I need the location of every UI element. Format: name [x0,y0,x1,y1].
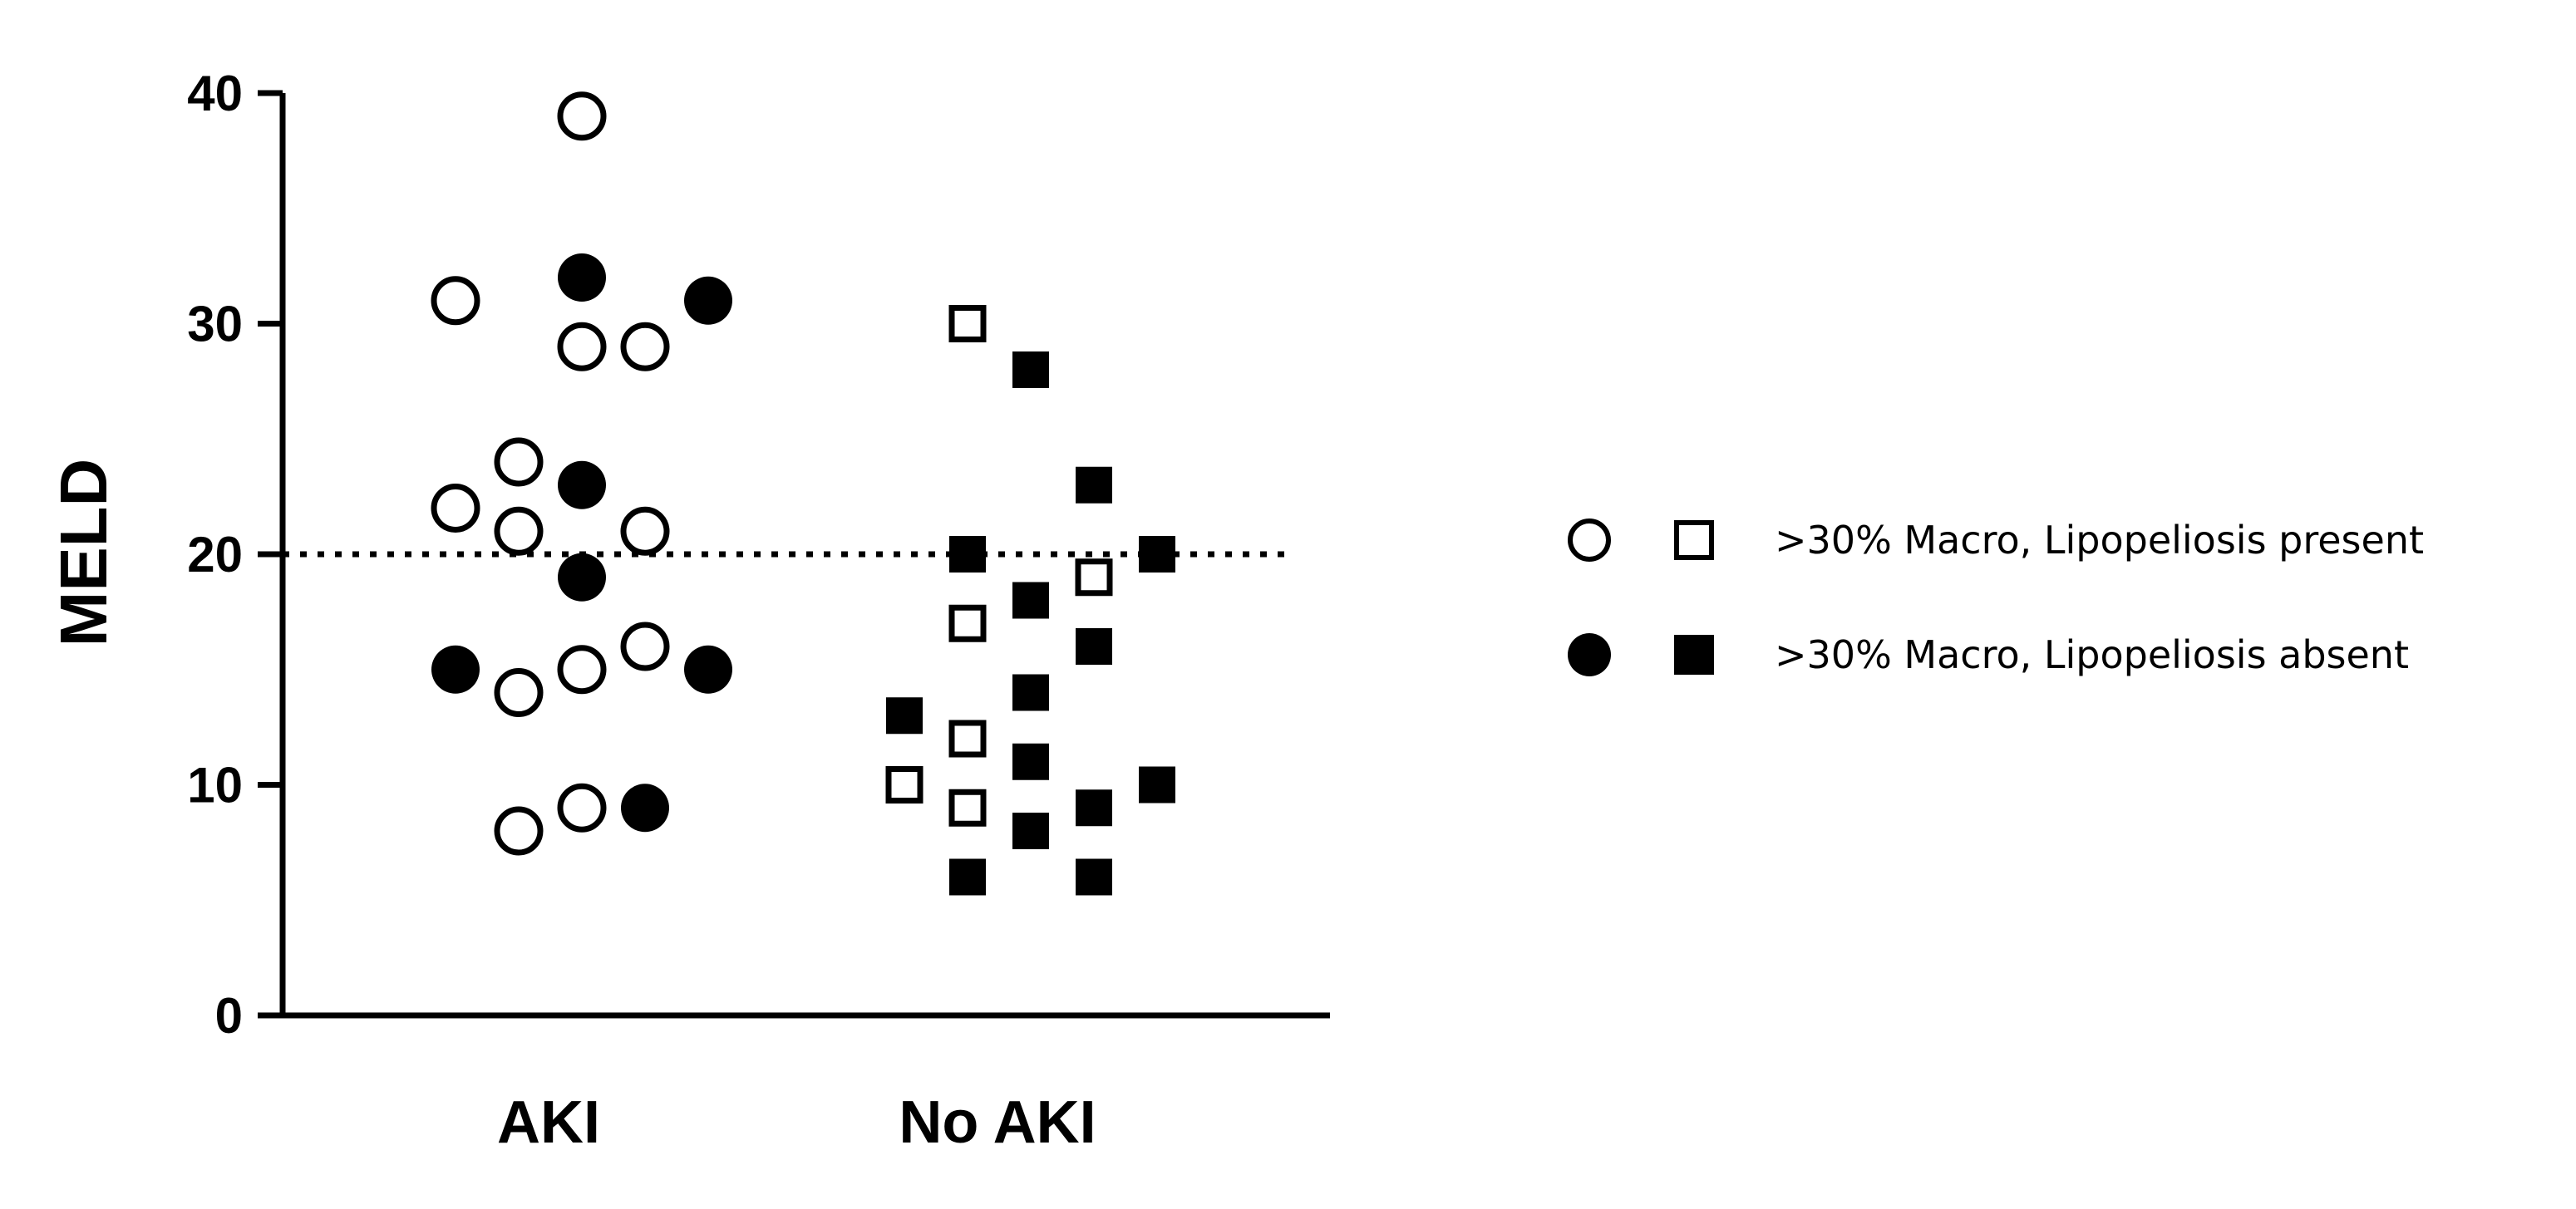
y-tick-label: 10 [187,758,243,813]
open-circle-point [620,322,670,371]
axes: 0 10 20 30 40 AKI No AKI MELD [47,66,1330,1156]
filled-circle-point [558,553,606,602]
legend-label: >30% Macro, Lipopeliosis absent [1775,632,2409,677]
open-circle-point [557,645,607,695]
x-category-label: No AKI [899,1089,1096,1156]
x-category-label: AKI [497,1089,600,1156]
legend-open-circle [1568,518,1611,562]
open-circle-point [620,506,670,556]
filled-circle-point [558,460,606,509]
open-square-point [885,766,924,804]
filled-square-point [886,697,923,735]
filled-square-point [1139,766,1175,804]
open-circle-point [494,437,544,487]
filled-square-point [1012,582,1049,619]
open-circle-point [557,783,607,833]
legend: >30% Macro, Lipopeliosis present >30% Mac… [1568,518,2424,677]
open-circle-point [620,622,670,671]
filled-square-point [1139,536,1175,573]
filled-square-point [1012,674,1049,711]
open-square-point [1075,558,1113,597]
open-circle-point [557,322,607,371]
open-circle-point [431,276,480,326]
legend-label: >30% Macro, Lipopeliosis present [1775,518,2424,563]
legend-filled-square [1674,635,1714,675]
filled-circle-point [558,253,606,302]
data-points [431,91,1175,896]
filled-square-point [1012,351,1049,388]
open-circle-point [431,484,480,533]
open-square-point [948,789,987,827]
open-square-point [948,604,987,642]
filled-circle-point [684,276,732,325]
filled-circle-point [431,645,480,694]
open-circle-point [494,506,544,556]
filled-square-point [1076,628,1112,665]
filled-circle-point [621,784,669,833]
filled-square-point [1012,743,1049,780]
filled-square-point [949,536,986,573]
filled-square-point [1076,789,1112,827]
legend-filled-circle [1568,633,1611,676]
open-circle-point [557,91,607,141]
y-tick-label: 0 [215,988,243,1044]
filled-square-point [1076,466,1112,504]
open-square-point [948,720,987,758]
y-axis-title: MELD [47,459,121,647]
legend-open-square [1674,520,1714,560]
y-tick-label: 20 [187,527,243,582]
open-circle-point [494,806,544,856]
y-tick-label: 30 [187,297,243,352]
filled-square-point [949,858,986,896]
y-tick-label: 40 [187,66,243,121]
open-circle-point [494,668,544,717]
open-square-point [948,305,987,342]
filled-circle-point [684,645,732,694]
filled-square-point [1076,858,1112,896]
filled-square-point [1012,813,1049,849]
